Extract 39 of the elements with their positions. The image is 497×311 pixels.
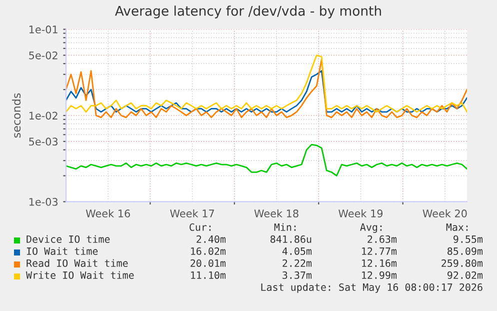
text: 2.22m: [282, 259, 312, 267]
text: Min:: [274, 223, 296, 231]
x-tick-label: Week 20: [422, 209, 467, 218]
text: 841.86u: [270, 235, 312, 243]
text: 20.01m: [190, 259, 226, 267]
text: Last update: Sat May 16 08:00:17 2026: [261, 283, 482, 293]
x-tick-label: Week 16: [86, 209, 130, 218]
text: 2.63m: [368, 235, 397, 243]
text: 3.37m: [282, 271, 312, 279]
text: Cur:: [190, 223, 211, 231]
text: 4.05m: [282, 247, 312, 255]
text: 2.40m: [196, 235, 226, 243]
x-tick-label: Week 19: [338, 209, 383, 218]
text: 259.80m: [442, 259, 483, 267]
legend-label: IO Wait time: [26, 247, 98, 255]
y-tick-label: 5e-03: [29, 138, 58, 146]
y-tick-label: 1e-03: [29, 198, 58, 206]
text: 92.02m: [448, 271, 483, 279]
text: Max:: [446, 223, 468, 231]
legend-label: Device IO time: [26, 235, 110, 243]
text: 9.55m: [454, 235, 483, 243]
text: 16.02m: [191, 247, 226, 255]
x-tick-label: Week 17: [170, 209, 214, 218]
text: Avg:: [360, 223, 382, 233]
text: 12.16m: [362, 259, 397, 267]
chart-title: Average latency for /dev/vda - by month: [115, 6, 381, 18]
text: 12.99m: [362, 271, 397, 279]
legend-label: Write IO Wait time: [26, 271, 134, 279]
y-tick-label: 1e-01: [29, 26, 58, 34]
y-tick-label: 5e-02: [29, 51, 58, 60]
text: 85.09m: [448, 247, 483, 255]
y-tick-label: 1e-02: [29, 112, 58, 120]
x-tick-label: Week 18: [254, 209, 298, 218]
text: 11.10m: [191, 271, 226, 279]
legend-label: Read IO Wait time: [26, 259, 128, 267]
line-series: [66, 144, 467, 176]
line-series: [66, 70, 467, 113]
text: 12.77m: [362, 247, 397, 255]
y-axis-title: seconds: [12, 93, 21, 138]
